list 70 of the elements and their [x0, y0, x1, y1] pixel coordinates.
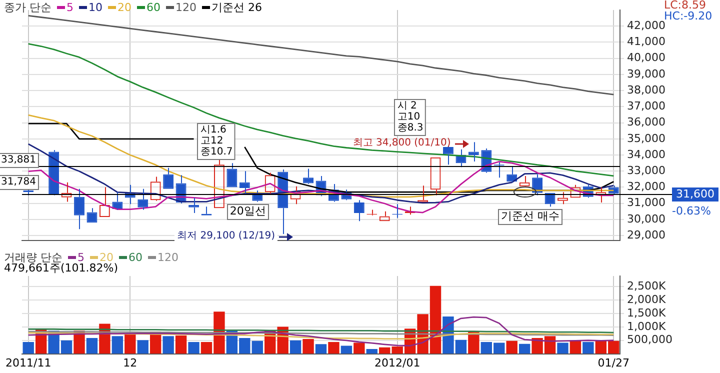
bar: [340, 346, 352, 354]
annotation: 최저 29,100 (12/19): [177, 230, 276, 242]
legend-label: 5: [66, 1, 74, 14]
bar: [315, 344, 327, 354]
y-tick-label: 31,000: [627, 196, 666, 210]
annotation: 31,784: [1, 176, 36, 188]
x-tick-label: 2011/11: [6, 356, 52, 370]
x-tick-label: 01/27: [598, 356, 630, 370]
candlestick: [74, 188, 84, 230]
legend-label: 60: [146, 1, 160, 14]
legend-label: 120: [158, 251, 178, 264]
legend-label: 기준선 26: [212, 0, 262, 15]
legend-title: 종가 단순: [4, 0, 52, 15]
annotation: 20일선: [230, 204, 266, 218]
x-tick-label: 2012/01: [374, 356, 420, 370]
annotation: 기준선 매수: [501, 209, 560, 222]
y-tick-label: 2,500K: [627, 280, 666, 293]
annotation: 최고 34,800 (01/10): [352, 138, 451, 149]
y-tick-label: 40,000: [627, 51, 666, 64]
bar: [354, 342, 365, 354]
y-tick-label: 41,000: [627, 35, 666, 48]
bar: [22, 342, 34, 354]
annotation: 시1.6 고12 종10.7: [200, 124, 233, 158]
bar: [137, 340, 148, 354]
y-tick-label: 2,000K: [627, 293, 666, 306]
legend-label: 120: [176, 1, 196, 14]
y-tick-label: 30,000: [627, 212, 666, 226]
bar: [506, 340, 518, 354]
bar: [328, 342, 340, 354]
candlestick: [303, 168, 314, 185]
bar: [188, 342, 200, 354]
candlestick: [188, 197, 199, 214]
y-tick-label: 33,000: [627, 164, 666, 177]
bar: [86, 338, 98, 354]
legend-label: 20: [118, 1, 132, 14]
legend-label: 5: [78, 251, 84, 264]
text: LC:8.59: [664, 0, 706, 12]
bar: [557, 342, 568, 354]
legend-title: 거래량 단순: [4, 250, 62, 264]
legend-label: 20: [100, 251, 114, 264]
legend-label: 60: [128, 251, 142, 264]
text: -0.63%: [672, 204, 711, 218]
y-tick-label: 29,000: [627, 228, 666, 242]
x-tick-label: 12: [123, 356, 138, 370]
candlestick: [239, 170, 250, 194]
bar: [302, 339, 314, 354]
bar: [582, 342, 594, 354]
y-tick-label: 37,000: [627, 100, 666, 113]
y-tick-label: 32,000: [627, 180, 666, 194]
y-tick-label: 35,000: [627, 132, 666, 145]
bar: [112, 336, 124, 354]
y-tick-label: 1,500K: [627, 306, 666, 320]
annotation: 시 2 고10 종8.3: [397, 100, 424, 134]
bar: [518, 344, 530, 354]
annotation: 33,881: [1, 154, 36, 166]
ref-line-label: 31,600: [676, 187, 714, 200]
y-tick-label: 42,000: [627, 18, 666, 32]
y-tick-label: 36,000: [627, 116, 666, 129]
text: HC:-9.20: [664, 9, 712, 22]
y-tick-label: 38,000: [627, 83, 666, 96]
y-tick-label: 39,000: [627, 67, 666, 80]
bar: [162, 336, 174, 354]
bar: [175, 336, 187, 354]
y-tick-label: 34,000: [627, 148, 666, 161]
bar: [366, 348, 378, 354]
y-tick-label: 500,000: [627, 333, 672, 346]
y-tick-label: 1,000K: [627, 320, 666, 333]
bar: [124, 334, 136, 354]
legend-label: 10: [88, 1, 102, 14]
bar: [290, 340, 302, 354]
